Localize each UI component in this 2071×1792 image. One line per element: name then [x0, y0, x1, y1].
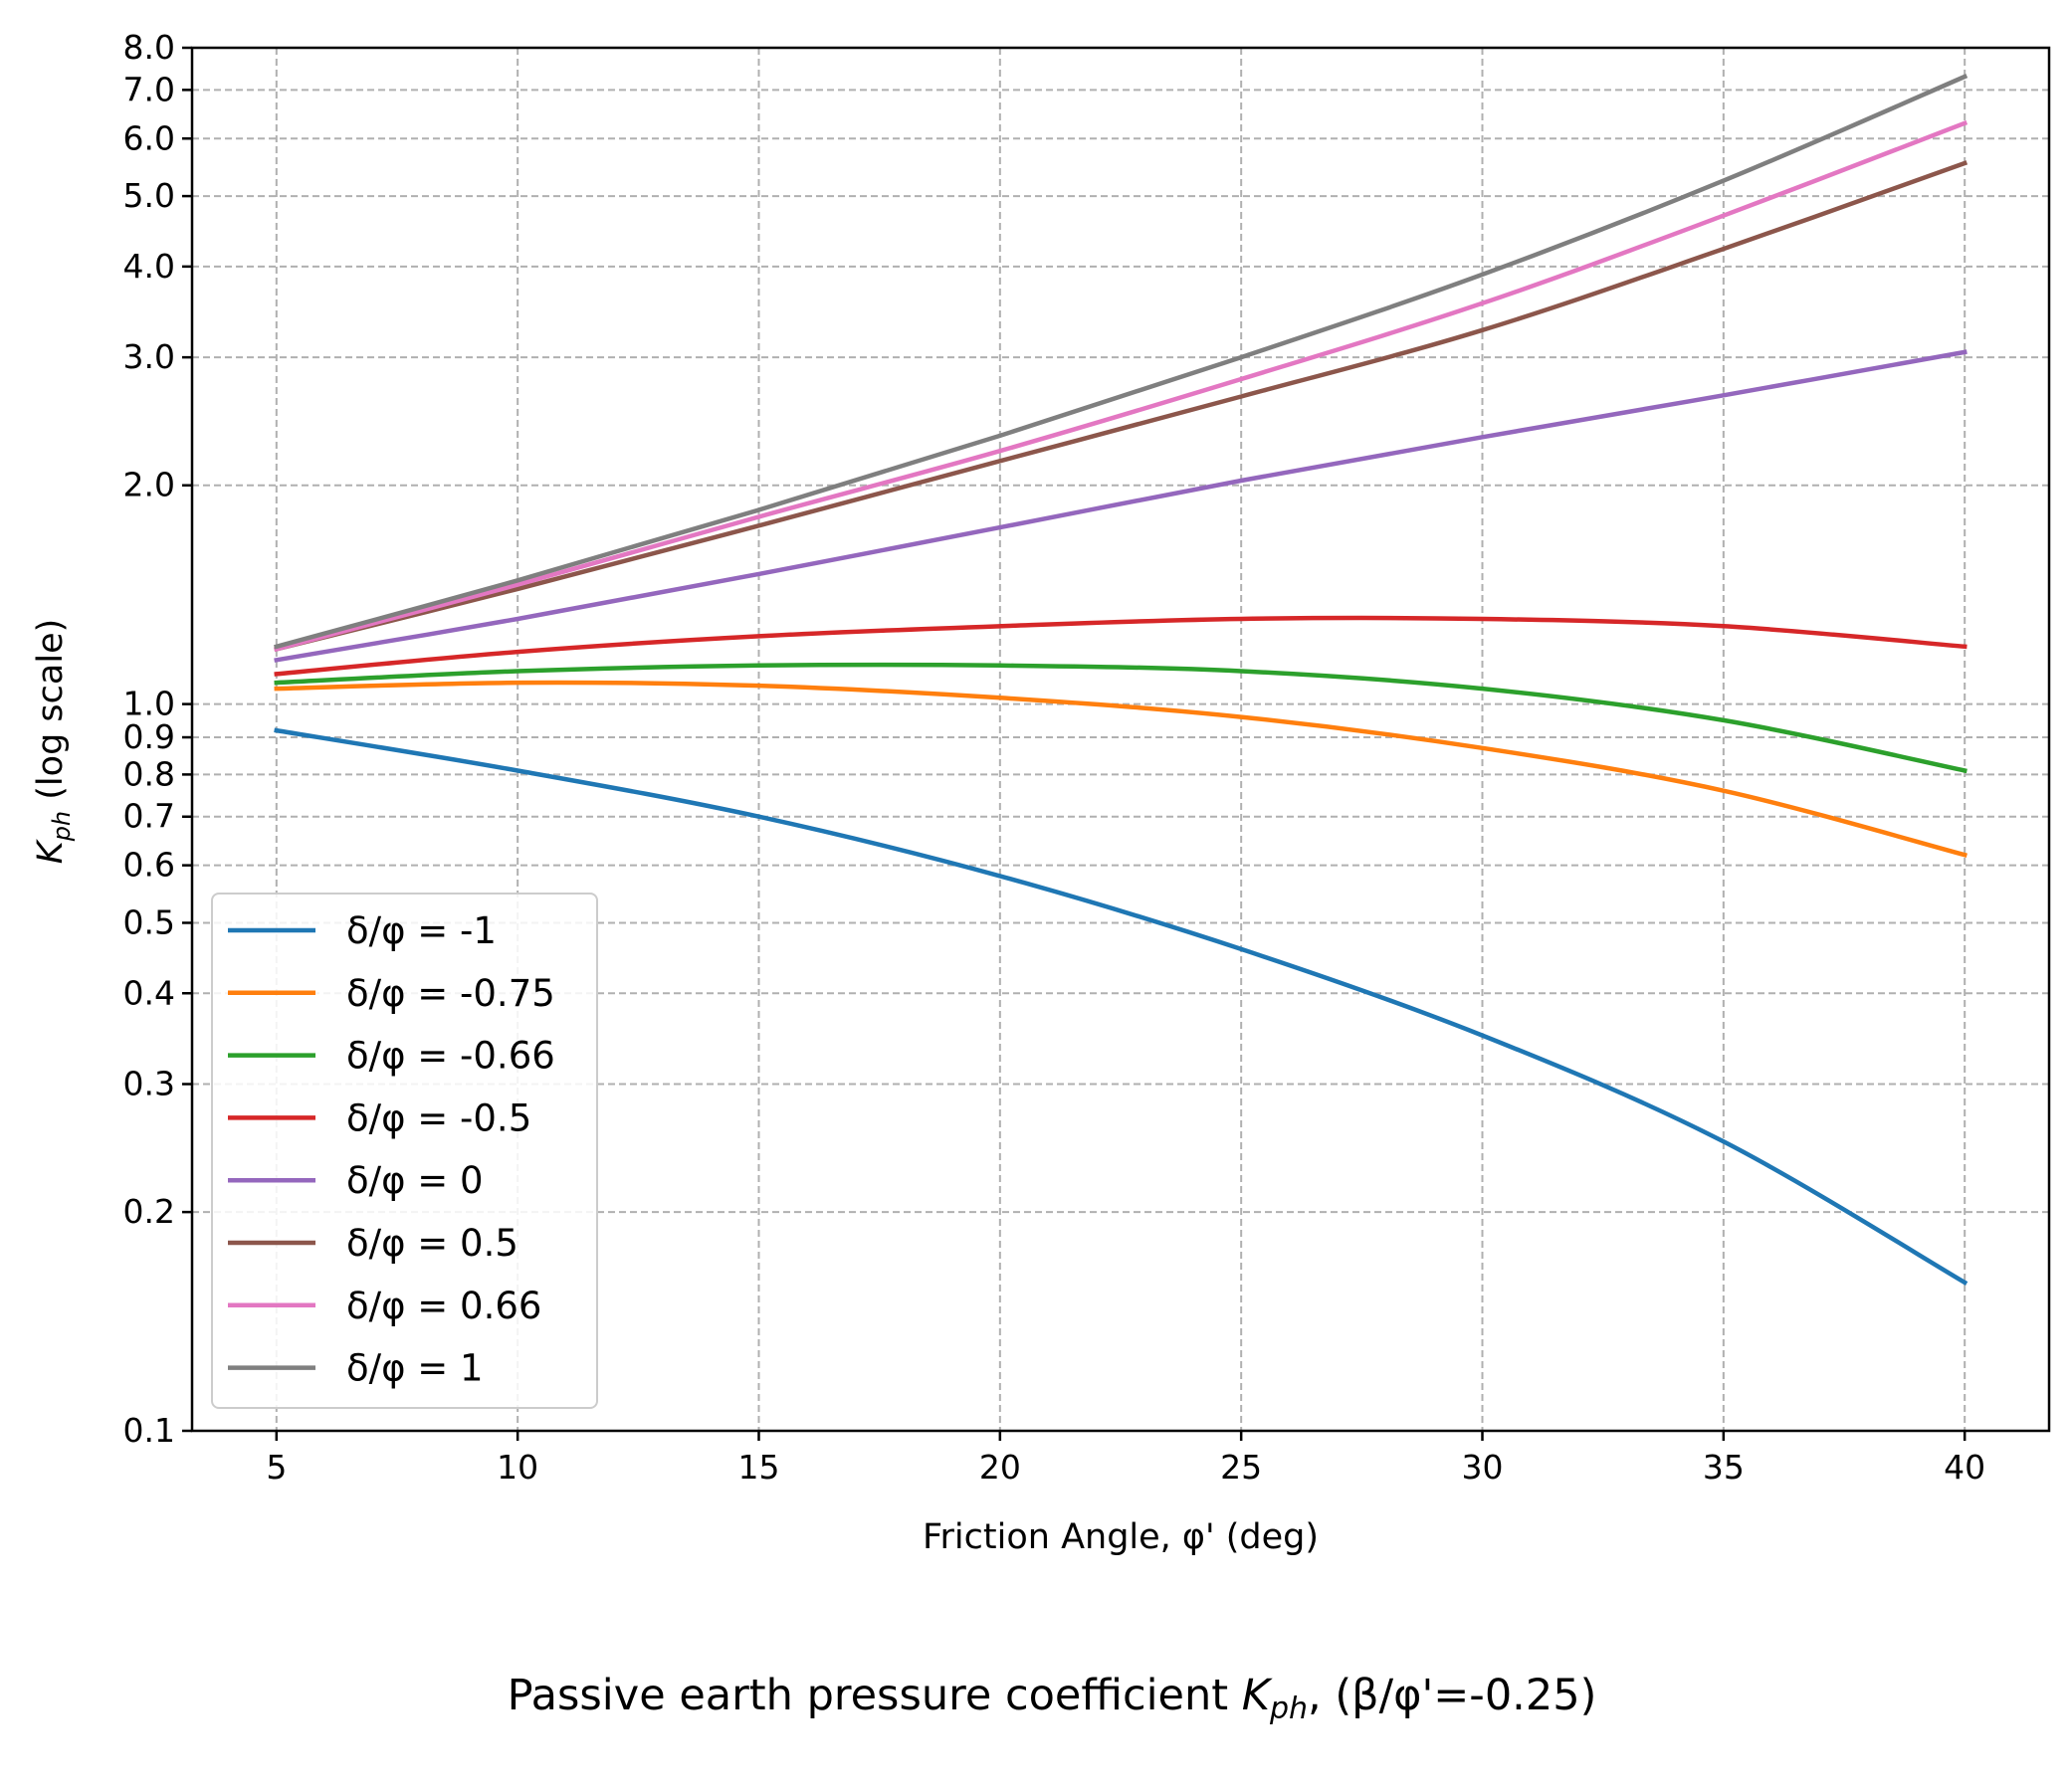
axis-ticks [182, 46, 1967, 1441]
x-tick-label: 40 [1944, 1448, 1985, 1487]
x-tick-labels: 5 10 15 20 25 30 35 40 [266, 1448, 1985, 1487]
legend-label: δ/φ = 0.5 [346, 1222, 518, 1265]
series-line-3 [274, 615, 1967, 677]
series-line-2 [274, 662, 1967, 774]
x-tick-label: 5 [266, 1448, 287, 1487]
y-tick-label: 5.0 [123, 176, 175, 215]
y-tick-label: 0.3 [123, 1065, 175, 1103]
legend: δ/φ = -1 δ/φ = -0.75 δ/φ = -0.66 δ/φ = -0.5… [211, 893, 598, 1409]
legend-label: δ/φ = 0.66 [346, 1285, 541, 1327]
x-tick-label: 15 [737, 1448, 779, 1487]
y-axis-label: Kph (log scale) [31, 619, 76, 865]
y-axis-label-symbol: K [31, 838, 71, 864]
y-tick-label: 0.9 [123, 717, 175, 756]
legend-label: δ/φ = 1 [346, 1347, 484, 1390]
legend-box [211, 893, 598, 1409]
y-tick-label: 8.0 [123, 28, 175, 67]
y-tick-label: 3.0 [123, 337, 175, 376]
legend-label: δ/φ = -1 [346, 909, 497, 952]
y-tick-label: 0.4 [123, 973, 175, 1012]
legend-label: δ/φ = -0.66 [346, 1035, 555, 1078]
series-line-5 [274, 160, 1968, 653]
x-axis-label: Friction Angle, φ' (deg) [923, 1517, 1319, 1557]
y-axis-label-subscript: ph [48, 811, 76, 842]
legend-label: δ/φ = -0.75 [346, 972, 555, 1015]
y-tick-label: 6.0 [123, 118, 175, 157]
series-line-4 [274, 349, 1967, 663]
x-tick-label: 10 [497, 1448, 538, 1487]
y-tick-label: 4.0 [123, 247, 175, 286]
y-tick-label: 0.1 [123, 1411, 175, 1450]
x-tick-label: 30 [1462, 1448, 1504, 1487]
series-line-7 [274, 74, 1968, 650]
caption-subscript: ph [1269, 1692, 1308, 1726]
y-tick-label: 0.5 [123, 902, 175, 941]
caption-prefix: Passive earth pressure coefficient [508, 1671, 1242, 1720]
y-tick-label: 0.2 [123, 1192, 175, 1231]
y-axis-label-suffix: (log scale) [31, 619, 71, 811]
grid-lines [192, 47, 2049, 1432]
x-tick-label: 35 [1703, 1448, 1745, 1487]
legend-label: δ/φ = -0.5 [346, 1096, 531, 1139]
caption-symbol: K [1242, 1671, 1274, 1720]
y-tick-label: 0.7 [123, 797, 175, 836]
y-tick-label: 0.6 [123, 846, 175, 885]
x-tick-label: 25 [1220, 1448, 1262, 1487]
plot-frame [190, 46, 2051, 1433]
series-line-1 [274, 680, 1967, 858]
legend-label: δ/φ = 0 [346, 1159, 484, 1202]
caption-suffix: , (β/φ'=-0.25) [1308, 1671, 1596, 1720]
series-line-0 [274, 727, 1968, 1286]
y-tick-label: 0.8 [123, 754, 175, 793]
y-tick-label: 7.0 [123, 70, 175, 108]
y-tick-label: 2.0 [123, 466, 175, 504]
y-tick-label: 1.0 [123, 685, 175, 723]
chart-caption: Passive earth pressure coefficient Kph, … [508, 1671, 1597, 1726]
x-tick-label: 20 [979, 1448, 1021, 1487]
series-lines [274, 74, 1968, 1286]
series-line-6 [274, 119, 1968, 653]
y-tick-labels: 0.1 0.2 0.3 0.4 0.5 0.6 0.7 0.80.91.0 2.0 3.0 4.0 5… [123, 28, 175, 1450]
